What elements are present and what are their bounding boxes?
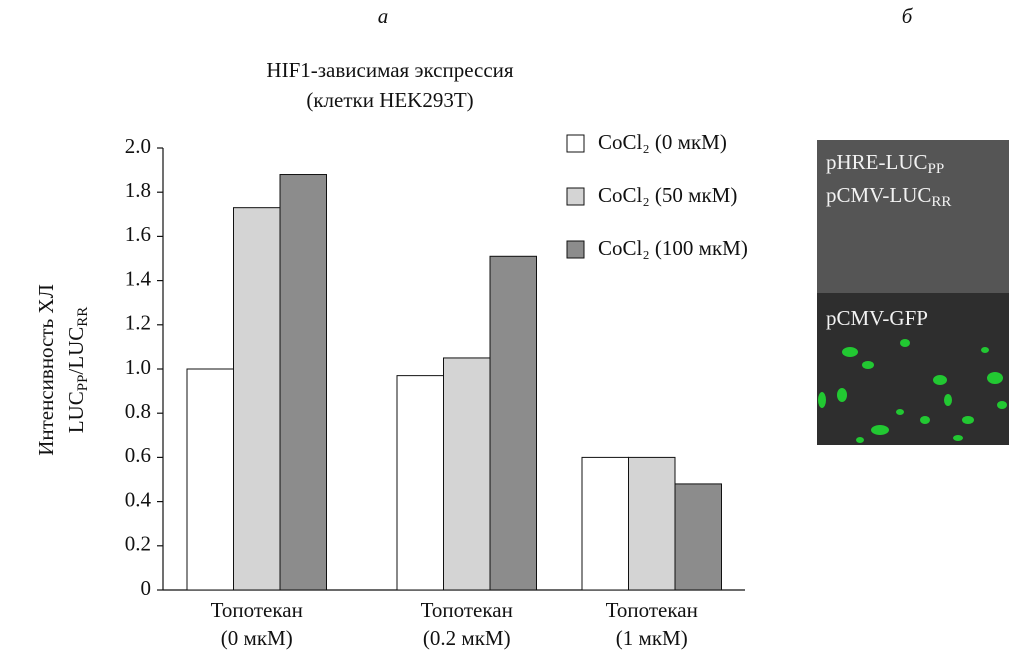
x-tick-label: Топотекан: [421, 598, 513, 622]
x-tick-label: Топотекан: [211, 598, 303, 622]
x-tick-label: (1 мкМ): [616, 626, 688, 650]
bar: [490, 256, 537, 590]
chart: а б HIF1-зависимая экспрессия (клетки HEK29…: [0, 0, 1011, 654]
chart-title: (клетки HEK293T): [306, 88, 473, 112]
image-label: pHRE-LUCPP: [826, 150, 944, 178]
subscript: PP: [928, 161, 945, 177]
text-part: Интенсивность ХЛ: [34, 284, 58, 456]
text-part: pHRE-LUC: [826, 150, 928, 174]
text-part: LUC: [64, 391, 88, 433]
bar: [280, 175, 327, 590]
legend-label: CoCl₂ (100 мкМ): [598, 236, 748, 260]
y-tick-label: 0.2: [125, 532, 151, 556]
legend-swatch: [567, 241, 584, 258]
x-tick-label: (0 мкМ): [221, 626, 293, 650]
y-tick-label: 0: [141, 576, 152, 600]
bar: [187, 369, 234, 590]
y-tick-label: 0.4: [125, 487, 152, 511]
chart-title: HIF1-зависимая экспрессия: [266, 58, 514, 82]
panel-label: а: [378, 4, 389, 28]
y-tick-label: 0.6: [125, 443, 151, 467]
y-tick-label: 1.2: [125, 311, 151, 335]
y-tick-label: 1.8: [125, 178, 151, 202]
panel-label: б: [902, 4, 914, 28]
subscript: RR: [75, 307, 91, 327]
text-part: pCMV-LUC: [826, 183, 931, 207]
legend-swatch: [567, 188, 584, 205]
x-tick-label: Топотекан: [606, 598, 698, 622]
subscript: PP: [75, 375, 91, 392]
bar: [675, 484, 722, 590]
bar: [234, 208, 281, 590]
y-tick-label: 1.4: [125, 266, 152, 290]
legend-label: CoCl₂ (0 мкМ): [598, 130, 727, 154]
legend-swatch: [567, 135, 584, 152]
bar: [582, 457, 629, 590]
subscript: RR: [931, 194, 951, 210]
y-tick-label: 0.8: [125, 399, 151, 423]
bar: [397, 376, 444, 590]
bar: [444, 358, 491, 590]
text-part: /LUC: [64, 327, 88, 375]
y-tick-label: 1.0: [125, 355, 151, 379]
x-tick-label: (0.2 мкМ): [423, 626, 511, 650]
bar: [629, 457, 676, 590]
image-label: pCMV-GFP: [826, 306, 928, 330]
y-tick-label: 1.6: [125, 222, 151, 246]
y-label-line: Интенсивность ХЛ: [34, 284, 58, 456]
legend-label: CoCl₂ (50 мкМ): [598, 183, 737, 207]
y-tick-label: 2.0: [125, 134, 151, 158]
text-part: pCMV-GFP: [826, 306, 928, 330]
y-label-line: LUCPP/LUCRR: [64, 307, 92, 434]
